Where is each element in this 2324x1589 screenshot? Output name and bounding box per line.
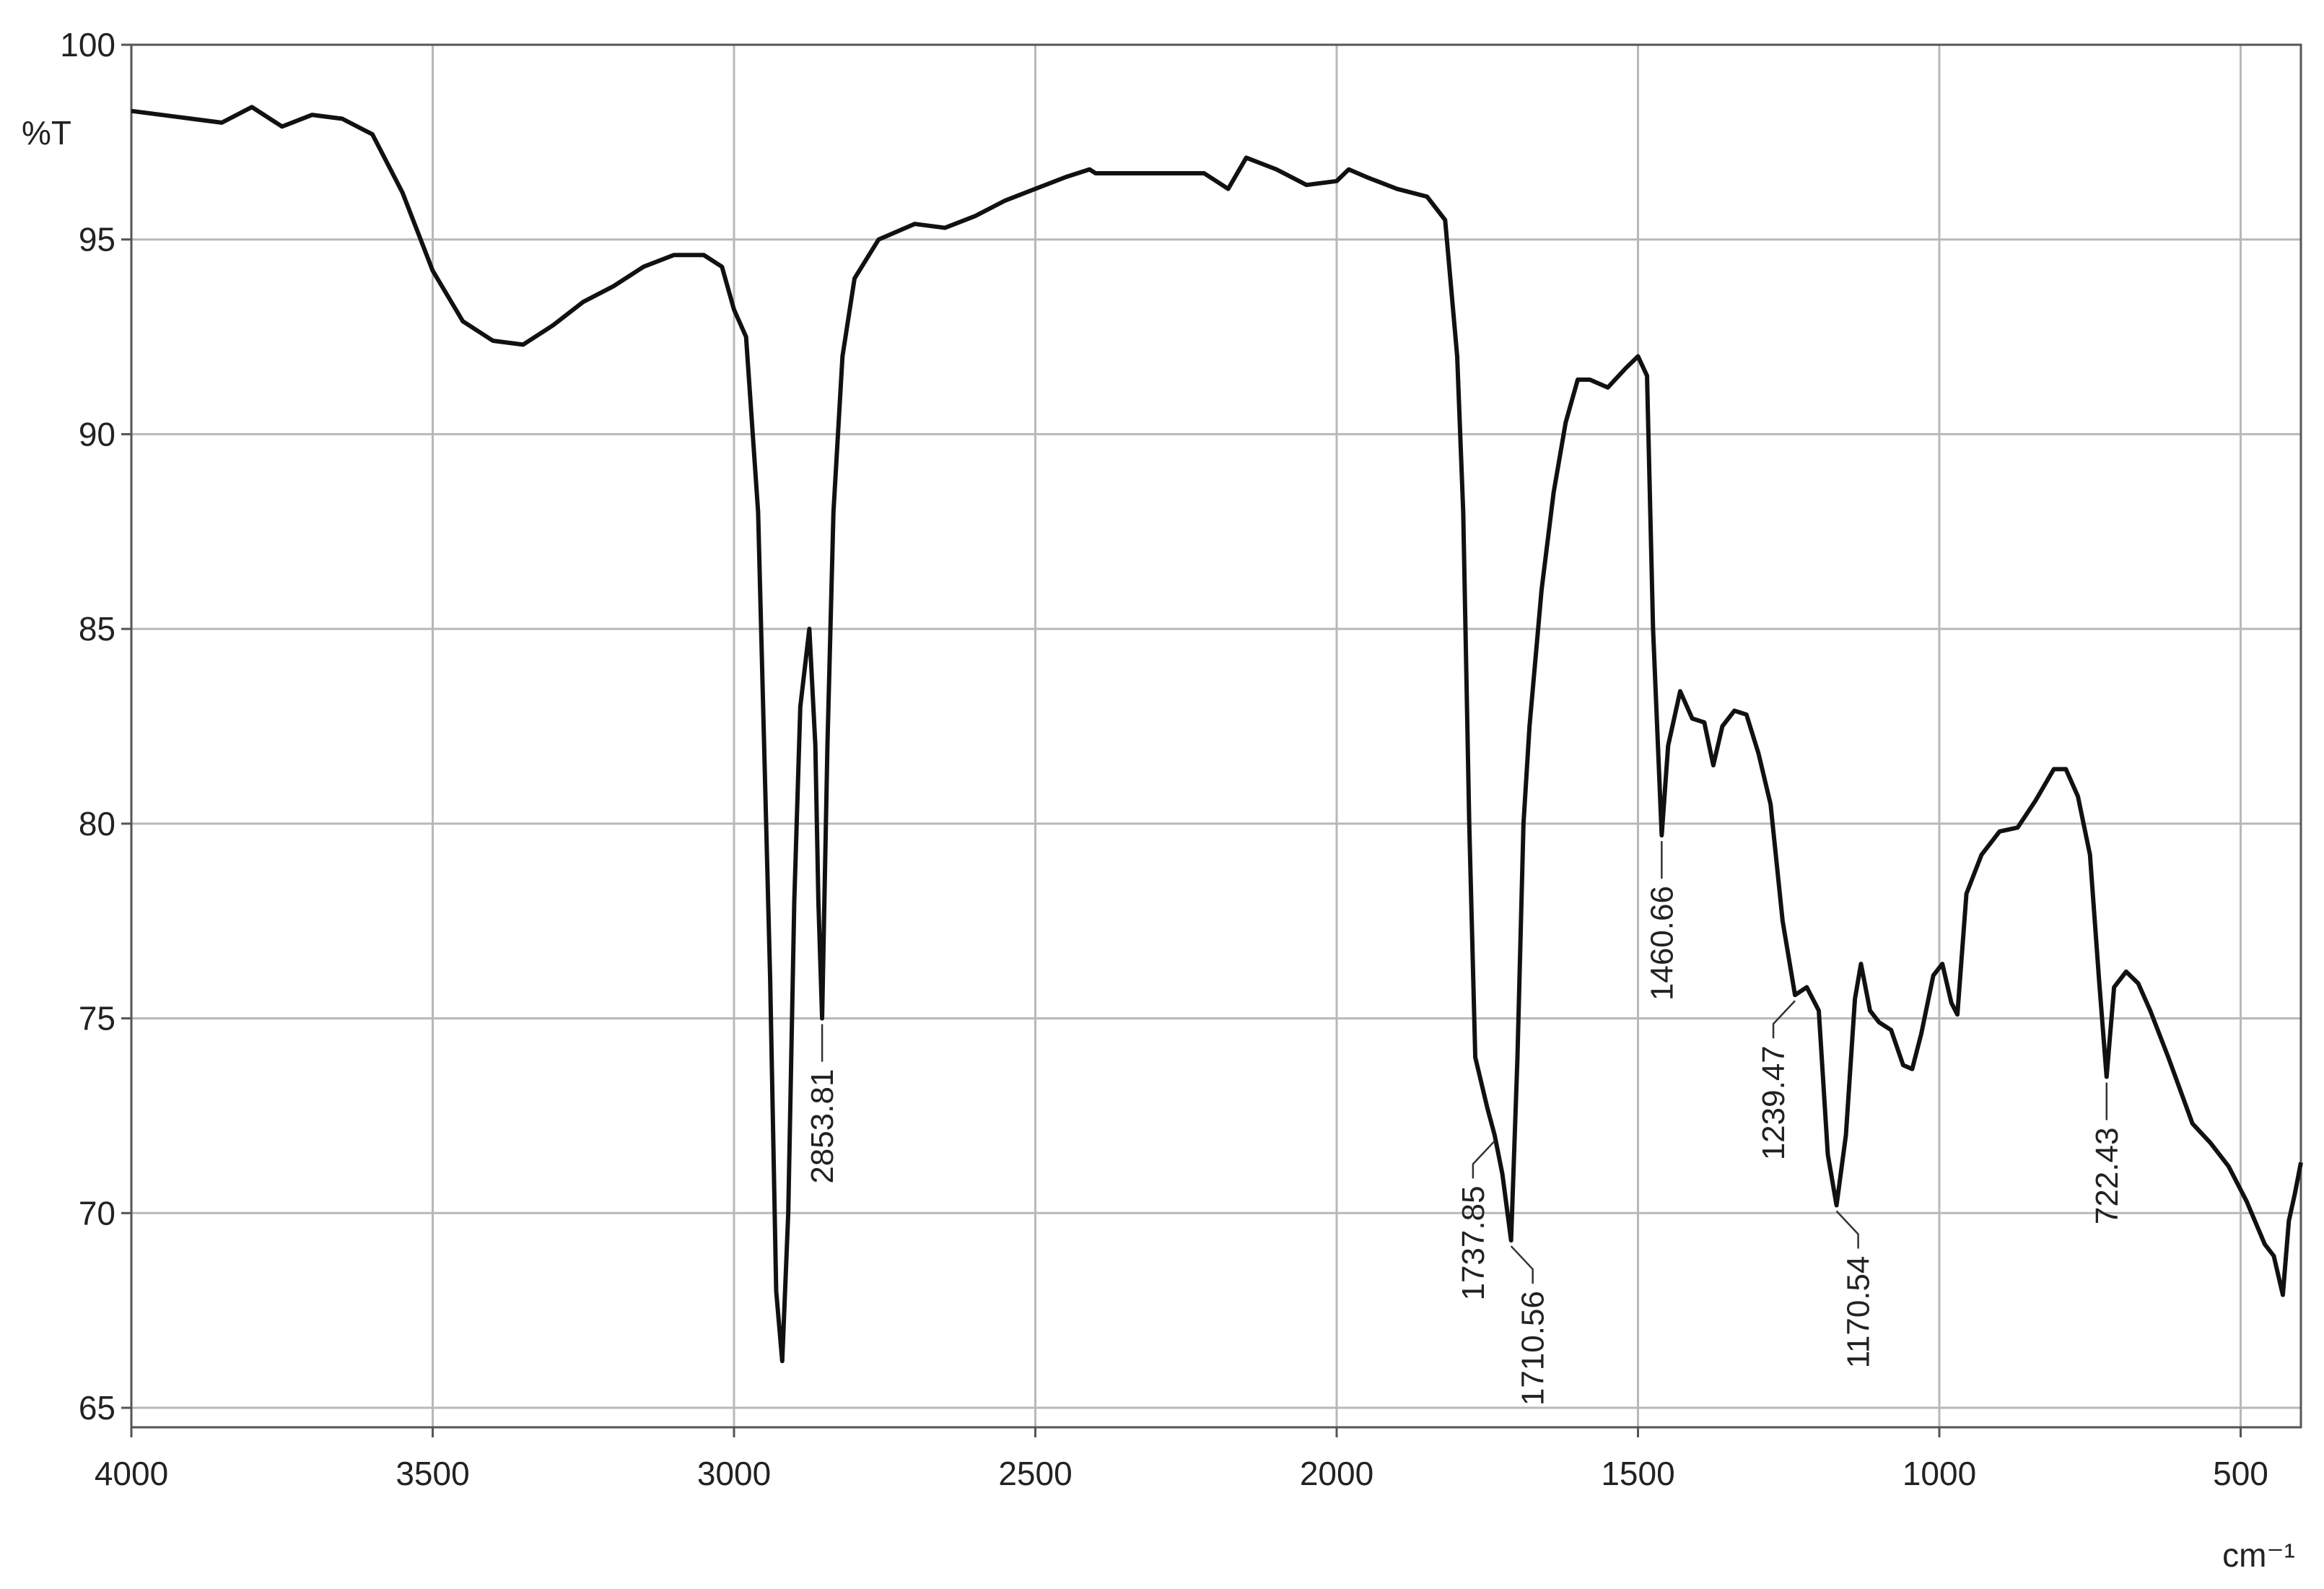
y-tick-label: 80 — [79, 805, 115, 843]
x-axis-label: cm⁻¹ — [2222, 1536, 2295, 1574]
grid — [130, 43, 2301, 1427]
y-tick-label: 95 — [79, 221, 115, 258]
x-tick-label: 3000 — [697, 1455, 771, 1492]
y-tick-label: 65 — [79, 1389, 115, 1427]
y-tick-label: 100 — [60, 26, 115, 64]
y-tick-label: 70 — [79, 1194, 115, 1232]
peak-label: 1460.66 — [1644, 886, 1679, 1001]
x-tick-label: 4000 — [95, 1455, 168, 1492]
x-tick-label: 2000 — [1300, 1455, 1373, 1492]
x-tick-label: 500 — [2213, 1455, 2268, 1492]
peak-label: 1239.47 — [1756, 1045, 1791, 1160]
peak-label: 2853.81 — [805, 1069, 840, 1184]
y-tick-label: 85 — [79, 610, 115, 648]
peak-label: 1170.54 — [1841, 1256, 1877, 1369]
peak-leader — [1472, 1140, 1495, 1179]
x-tick-label: 1500 — [1601, 1455, 1674, 1492]
spectrum-line — [131, 105, 2303, 1364]
peak-leader — [1772, 1000, 1796, 1039]
peak-label: 1737.85 — [1456, 1185, 1491, 1300]
plot-frame — [130, 43, 2302, 1429]
peak-label: 1710.56 — [1516, 1291, 1551, 1406]
x-tick-label: 1000 — [1903, 1455, 1976, 1492]
y-tick-label: 75 — [79, 1000, 115, 1037]
x-tick-label: 3500 — [396, 1455, 469, 1492]
peak-label: 722.43 — [2089, 1128, 2125, 1225]
y-axis-label: %T — [22, 114, 71, 152]
peak-leader — [1510, 1245, 1534, 1284]
y-tick-label: 90 — [79, 415, 115, 453]
x-tick-label: 2500 — [998, 1455, 1072, 1492]
peak-leader — [1835, 1210, 1859, 1249]
